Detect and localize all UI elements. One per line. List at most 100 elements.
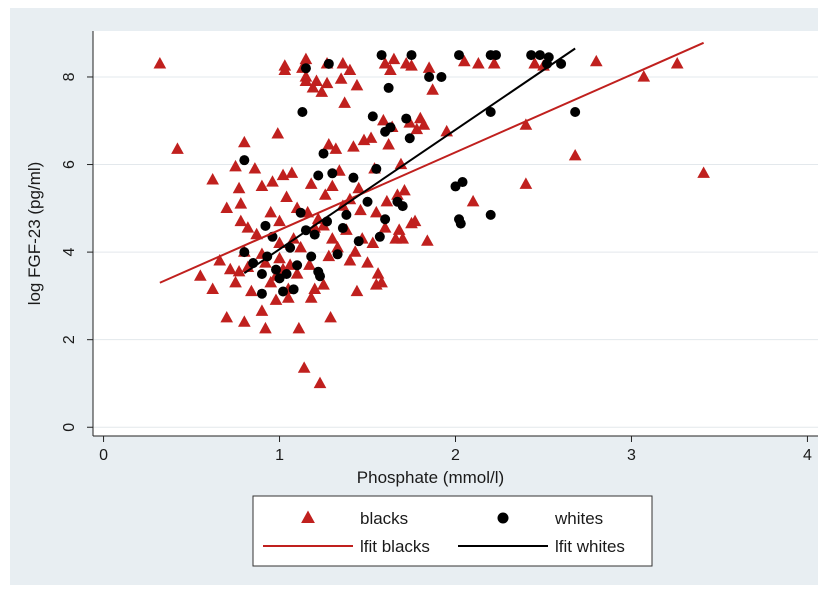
data-point-blacks xyxy=(466,194,480,207)
data-point-blacks xyxy=(206,282,219,294)
data-point-whites xyxy=(490,50,501,61)
data-point-blacks xyxy=(375,275,388,288)
data-point-blacks xyxy=(259,256,272,268)
data-point-whites xyxy=(353,236,364,247)
data-point-whites xyxy=(239,155,250,166)
data-point-whites xyxy=(300,63,311,74)
data-point-blacks xyxy=(304,177,318,189)
data-point-blacks xyxy=(670,57,684,69)
y-tick-label: 0 xyxy=(61,423,78,432)
y-tick-label: 4 xyxy=(61,248,78,257)
data-point-blacks xyxy=(331,240,344,253)
data-point-whites xyxy=(332,249,343,260)
legend-label-lfit-whites: lfit whites xyxy=(555,537,625,556)
data-point-blacks xyxy=(234,197,248,209)
data-point-whites xyxy=(327,168,338,179)
data-point-whites xyxy=(406,50,417,61)
data-point-blacks xyxy=(278,63,292,76)
data-point-whites xyxy=(297,107,308,117)
data-point-blacks xyxy=(322,138,336,150)
data-point-whites xyxy=(534,50,545,61)
y-tick-label: 2 xyxy=(61,335,78,344)
data-point-blacks xyxy=(354,203,367,216)
data-point-whites xyxy=(260,220,271,231)
data-point-whites xyxy=(371,163,382,174)
data-point-blacks xyxy=(318,188,332,200)
data-point-blacks xyxy=(394,157,408,170)
data-point-whites xyxy=(281,269,292,279)
data-point-whites xyxy=(485,209,496,220)
data-point-whites xyxy=(313,170,324,181)
data-point-blacks xyxy=(392,223,406,235)
x-tick-label: 0 xyxy=(99,447,108,464)
data-point-blacks xyxy=(273,251,286,264)
data-point-blacks xyxy=(213,254,227,266)
x-axis-title: Phosphate (mmol/l) xyxy=(357,468,504,487)
data-point-blacks xyxy=(382,138,395,150)
legend-label-blacks: blacks xyxy=(360,509,408,528)
data-point-whites xyxy=(341,209,352,220)
data-point-blacks xyxy=(589,54,603,67)
data-point-blacks xyxy=(487,57,501,69)
data-point-blacks xyxy=(369,205,383,218)
data-point-blacks xyxy=(378,221,392,233)
data-point-blacks xyxy=(697,166,710,178)
legend-symbol-whites xyxy=(497,512,509,524)
data-point-blacks xyxy=(294,240,307,253)
data-point-blacks xyxy=(380,194,394,207)
data-point-blacks xyxy=(271,127,285,139)
data-point-whites xyxy=(404,133,415,144)
data-point-blacks xyxy=(290,267,304,279)
data-point-whites xyxy=(397,201,408,212)
data-point-whites xyxy=(424,71,435,82)
fit-line-lfit-blacks xyxy=(159,41,705,284)
legend-label-lfit-blacks: lfit blacks xyxy=(360,537,430,556)
data-point-blacks xyxy=(378,57,392,69)
data-point-whites xyxy=(401,113,412,124)
data-point-whites xyxy=(455,218,466,229)
data-point-blacks xyxy=(371,267,385,279)
data-point-blacks xyxy=(269,293,283,305)
data-point-whites xyxy=(485,107,496,117)
data-point-blacks xyxy=(387,52,401,65)
data-point-blacks xyxy=(426,83,439,95)
data-point-blacks xyxy=(324,310,337,323)
fit-line-lfit-whites xyxy=(243,47,576,274)
data-point-whites xyxy=(543,52,554,63)
data-point-blacks xyxy=(528,57,542,69)
data-point-blacks xyxy=(250,227,263,240)
data-point-whites xyxy=(315,271,326,282)
data-point-blacks xyxy=(422,61,436,73)
legend xyxy=(252,495,653,567)
y-tick-label: 6 xyxy=(61,160,78,169)
data-point-blacks xyxy=(280,190,293,202)
data-point-blacks xyxy=(377,113,390,126)
chart-figure: 0 2 4 6 8 0 1 2 3 4 Phosphate (mmol/l) log FGF-23 (… xyxy=(10,8,818,585)
data-point-whites xyxy=(556,58,567,69)
data-point-blacks xyxy=(308,282,322,294)
data-point-whites xyxy=(385,122,396,133)
data-point-blacks xyxy=(171,142,184,154)
data-point-blacks xyxy=(220,201,234,213)
data-point-blacks xyxy=(238,315,251,327)
data-point-blacks xyxy=(320,76,334,89)
data-point-blacks xyxy=(336,57,350,69)
data-point-blacks xyxy=(310,74,323,86)
data-point-blacks xyxy=(297,361,311,373)
data-point-blacks xyxy=(343,254,357,266)
data-point-whites xyxy=(526,50,537,61)
data-point-whites xyxy=(374,231,385,242)
data-point-whites xyxy=(376,50,387,61)
data-point-blacks xyxy=(348,245,362,257)
data-point-blacks xyxy=(519,118,533,130)
data-point-blacks xyxy=(421,234,434,246)
data-point-blacks xyxy=(568,148,582,161)
data-point-whites xyxy=(295,207,306,218)
data-point-blacks xyxy=(273,236,286,248)
data-point-blacks xyxy=(292,321,306,334)
data-point-blacks xyxy=(334,72,348,84)
data-point-blacks xyxy=(391,188,404,200)
data-point-blacks xyxy=(410,122,424,135)
data-point-blacks xyxy=(472,57,485,69)
data-point-blacks xyxy=(408,214,422,227)
